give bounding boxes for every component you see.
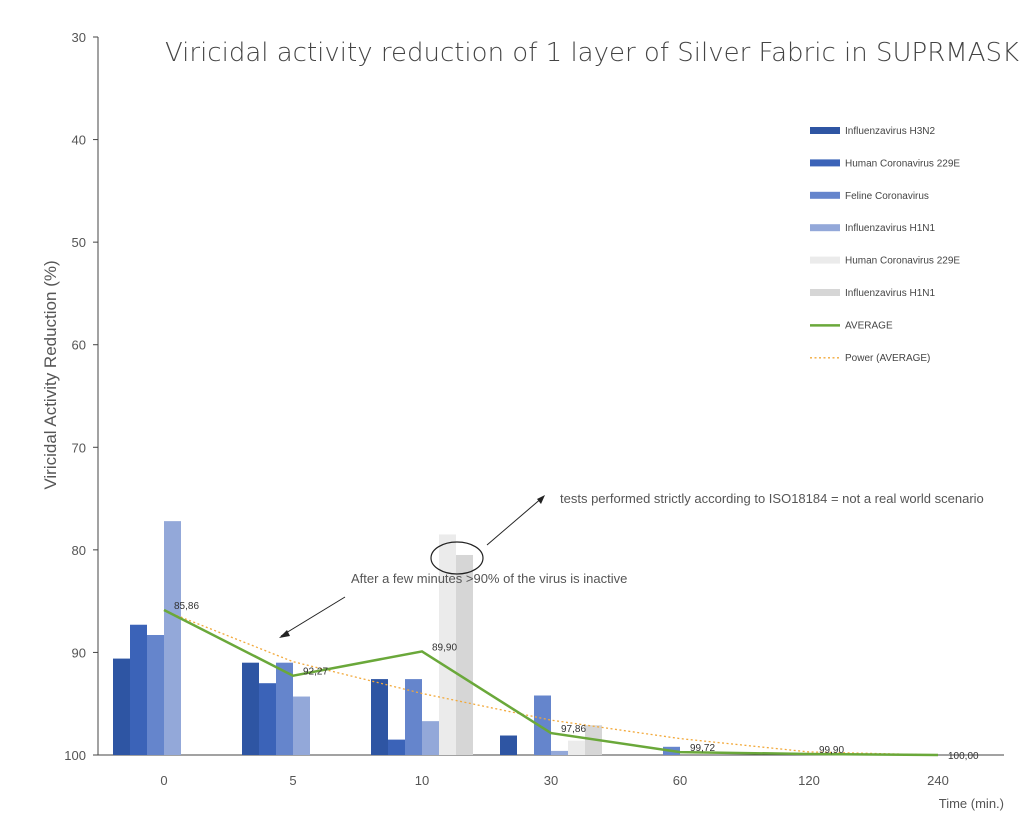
legend-swatch <box>810 224 840 232</box>
bar <box>422 721 439 755</box>
annotation-iso-note: tests performed strictly according to IS… <box>560 491 984 506</box>
data-label: 100,00 <box>948 751 979 762</box>
y-tick-label: 30 <box>72 30 86 45</box>
data-label: 85,86 <box>174 601 199 612</box>
x-tick-label: 10 <box>415 773 429 788</box>
data-label: 99,72 <box>690 743 715 754</box>
legend-label: Feline Coronavirus <box>845 191 929 202</box>
legend-swatch <box>810 159 840 167</box>
y-axis-label: Viricidal Activity Reduction (%) <box>41 260 60 489</box>
x-axis-label: Time (min.) <box>939 796 1004 811</box>
legend-label: Influenzavirus H1N1 <box>845 288 935 299</box>
bar <box>551 750 568 755</box>
bar <box>388 739 405 755</box>
data-label: 89,90 <box>432 642 457 653</box>
average-line <box>163 608 939 757</box>
annotation-arrowhead-iso <box>537 495 545 504</box>
bar <box>371 679 388 755</box>
bar <box>568 740 585 755</box>
legend-label: Power (AVERAGE) <box>845 353 930 364</box>
trend-line <box>163 609 939 756</box>
y-tick-label: 50 <box>72 235 86 250</box>
data-label: 97,86 <box>561 724 586 735</box>
annotation-arrow-inactive <box>280 596 346 637</box>
bar <box>130 624 147 755</box>
bar <box>113 658 130 755</box>
bar <box>276 662 293 755</box>
data-label: 92,27 <box>303 667 328 678</box>
bar <box>456 554 473 755</box>
annotation-arrowhead-inactive <box>279 630 290 638</box>
legend: Influenzavirus H3N2 Human Coronavirus 229… <box>810 126 960 364</box>
y-tick-label: 80 <box>72 543 86 558</box>
bar <box>259 683 276 755</box>
annotation-circle <box>430 541 484 575</box>
annotation-arrow-iso <box>486 496 544 546</box>
legend-label: Influenzavirus H1N1 <box>845 223 935 234</box>
x-axis: 0 5 10 30 60 120 240 <box>98 754 1004 788</box>
x-tick-label: 30 <box>544 773 558 788</box>
legend-swatch <box>810 191 840 199</box>
bar <box>242 662 259 755</box>
x-tick-label: 120 <box>798 773 820 788</box>
x-tick-label: 5 <box>289 773 296 788</box>
y-tick-label: 60 <box>72 338 86 353</box>
x-tick-label: 60 <box>673 773 687 788</box>
y-tick-label: 100 <box>64 748 86 763</box>
data-label: 99,90 <box>819 745 844 756</box>
annotation-inactive-note: After a few minutes >90% of the virus is… <box>351 571 627 586</box>
legend-label: Human Coronavirus 229E <box>845 256 960 267</box>
y-tick-label: 70 <box>72 440 86 455</box>
legend-swatch <box>810 256 840 264</box>
legend-swatch <box>810 289 840 296</box>
bar <box>164 521 181 755</box>
bar <box>405 679 422 755</box>
x-tick-label: 240 <box>927 773 949 788</box>
legend-label: Influenzavirus H3N2 <box>845 126 935 137</box>
y-axis: 30 40 50 60 70 80 90 100 <box>64 30 99 763</box>
line-series-group: 85,86 92,27 89,90 97,86 99,72 99,90 100,00 <box>163 601 979 762</box>
legend-swatch <box>810 127 840 134</box>
chart-title: Viricidal activity reduction of 1 layer … <box>165 38 1019 68</box>
bar <box>293 696 310 755</box>
y-tick-label: 40 <box>72 133 86 148</box>
x-tick-label: 0 <box>160 773 167 788</box>
y-tick-label: 90 <box>72 645 86 660</box>
bar-series-group <box>113 521 680 755</box>
bar <box>147 634 164 755</box>
annotations: After a few minutes >90% of the virus is… <box>279 491 984 638</box>
bar <box>500 735 517 755</box>
legend-label: Human Coronavirus 229E <box>845 158 960 169</box>
legend-label: AVERAGE <box>845 320 893 331</box>
bar <box>534 695 551 755</box>
